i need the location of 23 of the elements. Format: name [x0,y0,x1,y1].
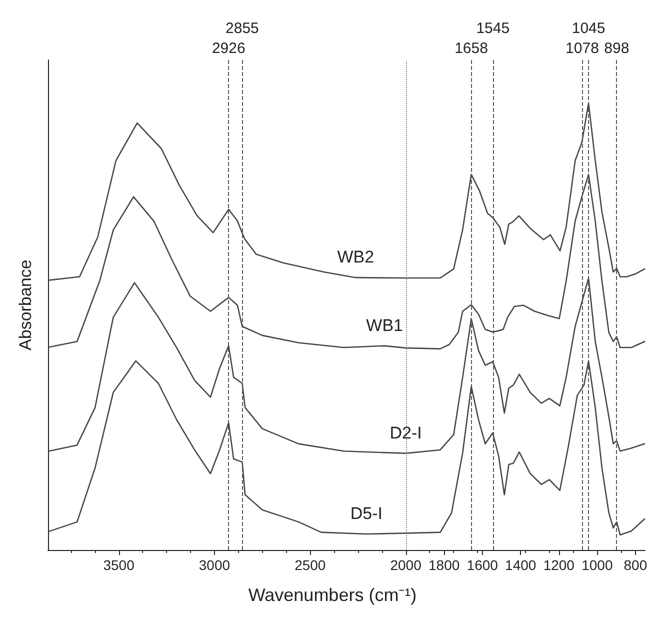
x-tick-label: 1600 [466,557,498,573]
x-tick-label: 3000 [198,557,230,573]
x-tick-label: 3500 [103,557,135,573]
series-label: WB2 [337,248,374,267]
x-tick-label: 1200 [543,557,575,573]
x-tick-label: 1000 [582,557,613,573]
x-tick-label: 800 [624,557,648,573]
series-label: WB1 [366,316,403,335]
ref-line-label: 1545 [476,20,510,37]
ref-line-label: 1658 [454,40,488,57]
ref-line-label: 898 [604,40,630,57]
x-axis-title: Wavenumbers (cm⁻¹) [248,585,417,605]
x-tick-label: 2000 [390,557,422,573]
x-tick-label: 2500 [294,557,326,573]
ref-line-label: 2926 [212,40,246,57]
ref-line-label: 1045 [572,20,606,37]
ref-line-label: 1078 [566,40,599,57]
ref-line-label: 2855 [226,20,259,37]
x-tick-label: 1400 [505,557,536,573]
x-tick-label: 1800 [428,557,460,573]
y-axis-title: Absorbance [16,260,35,350]
series-label: D5-I [350,504,382,524]
series-label: D2-I [390,423,422,442]
